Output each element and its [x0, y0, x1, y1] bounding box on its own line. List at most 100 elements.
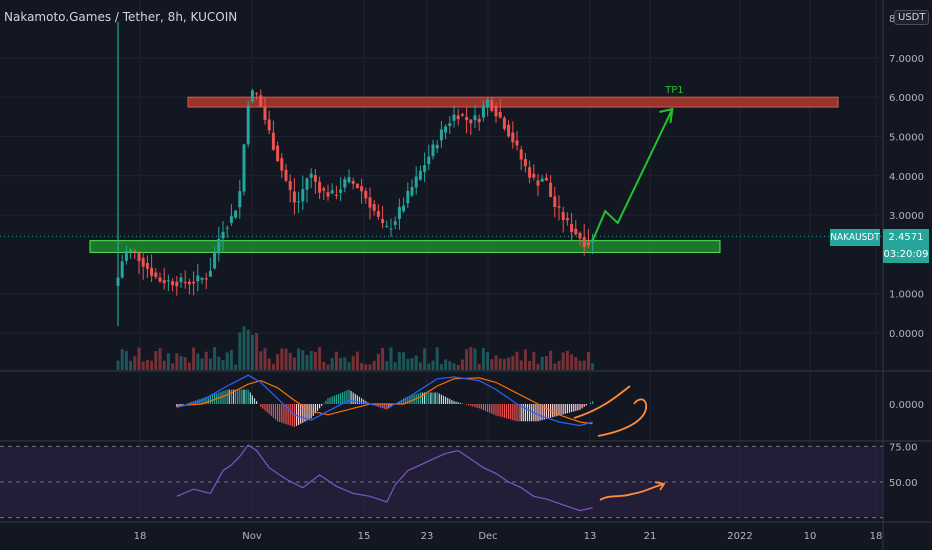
macd-signal-line [176, 377, 593, 425]
candle-body [339, 189, 343, 193]
support-zone [89, 240, 721, 253]
candle-body [150, 267, 154, 276]
candle-body [372, 203, 376, 211]
price-tick-5.0000: 5.0000 [889, 133, 924, 144]
volume-bar [158, 348, 162, 370]
candle-body [502, 117, 506, 129]
volume-bar [515, 351, 519, 370]
candle-body [494, 106, 498, 117]
volume-bar [187, 362, 191, 370]
time-tick-2022: 2022 [727, 531, 752, 542]
volume-bar [347, 362, 351, 370]
candle-body [234, 210, 238, 218]
candle-body [166, 280, 170, 282]
candle-body [141, 257, 145, 267]
volume-bar [410, 357, 414, 370]
grid-lines [0, 0, 883, 522]
volume-bar [549, 350, 553, 370]
candle-body [452, 114, 456, 121]
volume-bar [532, 351, 536, 370]
volume-bar [494, 355, 498, 370]
candle-body [276, 145, 280, 162]
volume-bar [355, 351, 359, 370]
candle-body [418, 170, 422, 180]
candle-body [204, 278, 208, 280]
candle-body [465, 116, 469, 121]
candle-body [368, 197, 372, 208]
candle-body [116, 277, 120, 286]
candle-body [158, 277, 162, 282]
volume-bar [351, 355, 355, 370]
volume-bar [313, 352, 317, 370]
volume-bar [175, 353, 179, 370]
volume-bar [326, 364, 330, 370]
candle-body [473, 115, 477, 121]
price-tick-6.0000: 6.0000 [889, 93, 924, 104]
volume-bar [423, 348, 427, 370]
candle-body [540, 178, 544, 182]
candle-body [355, 183, 359, 188]
volume-bar [120, 349, 124, 370]
volume-bar [267, 358, 271, 370]
candle-body [288, 181, 292, 190]
volume-bar [582, 360, 586, 370]
candle-body [376, 211, 380, 217]
candle-body [213, 252, 217, 269]
macd-histogram [176, 389, 594, 428]
candle-body [309, 173, 313, 178]
volume-bar [192, 347, 196, 370]
volume-bar [519, 360, 523, 370]
volume-bar [196, 353, 200, 370]
candle-body [536, 180, 540, 186]
candle-body [120, 261, 124, 278]
volume-bar [477, 363, 481, 370]
volume-bar [145, 359, 149, 370]
volume-bars [116, 326, 595, 370]
candle-body [477, 118, 481, 123]
volume-bar [297, 348, 301, 370]
candle-body [397, 207, 401, 220]
time-tick-Dec: Dec [478, 531, 497, 542]
volume-bar [385, 361, 389, 370]
candle-body [410, 187, 414, 196]
volume-bar [364, 364, 368, 370]
volume-bar [318, 347, 322, 370]
candle-body [393, 221, 397, 225]
volume-bar [439, 364, 443, 370]
candle-body [162, 280, 166, 284]
candle-body [515, 140, 519, 146]
candle-body [389, 228, 393, 230]
candle-body [448, 123, 452, 127]
volume-bar [334, 351, 338, 370]
candle-body [221, 231, 225, 239]
candle-body [414, 176, 418, 188]
volume-bar [322, 361, 326, 370]
candle-body [330, 190, 334, 194]
candle-body [591, 239, 595, 243]
currency-badge[interactable]: USDT [894, 10, 930, 25]
candle-body [553, 196, 557, 207]
volume-bar [406, 358, 410, 370]
candle-body [171, 281, 175, 286]
volume-bar [166, 353, 170, 370]
volume-bar [116, 360, 120, 370]
candle-body [364, 190, 368, 199]
candle-body [301, 189, 305, 202]
volume-bar [507, 357, 511, 370]
volume-bar [511, 355, 515, 370]
candle-body [498, 111, 502, 118]
volume-bar [523, 349, 527, 370]
volume-bar [490, 359, 494, 370]
time-tick-21: 21 [644, 531, 657, 542]
volume-bar [129, 360, 133, 370]
candle-body [528, 167, 532, 178]
volume-bar [292, 357, 296, 370]
price-tick-3.0000: 3.0000 [889, 211, 924, 222]
candle-body [431, 144, 435, 157]
volume-bar [486, 352, 490, 370]
candle-body [280, 158, 284, 171]
volume-bar [381, 347, 385, 370]
volume-bar [418, 362, 422, 370]
volume-bar [402, 352, 406, 370]
